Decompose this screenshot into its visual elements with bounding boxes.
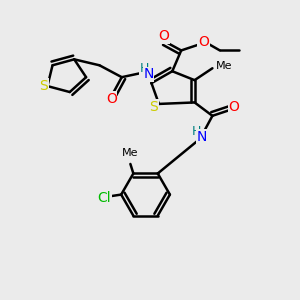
Text: N: N — [143, 67, 154, 81]
Text: O: O — [198, 35, 209, 50]
Text: S: S — [149, 100, 158, 114]
Text: Me: Me — [122, 148, 138, 158]
Text: Cl: Cl — [98, 190, 111, 205]
Text: H: H — [140, 62, 149, 75]
Text: O: O — [228, 100, 239, 114]
Text: Me: Me — [216, 61, 232, 71]
Text: H: H — [192, 125, 201, 138]
Text: S: S — [40, 79, 48, 93]
Text: O: O — [106, 92, 117, 106]
Text: O: O — [158, 29, 169, 43]
Text: N: N — [196, 130, 207, 144]
